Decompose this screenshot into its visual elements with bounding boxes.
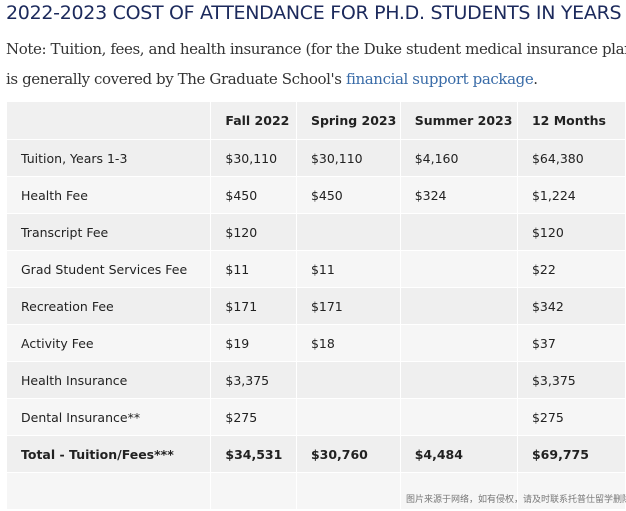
table-cell: $30,110 [210, 139, 297, 177]
table-cell: $64,380 [516, 139, 626, 177]
table-cell: $30,760 [295, 435, 401, 473]
table-cell: $275 [516, 398, 626, 436]
table-cell: $11 [210, 250, 297, 288]
table-cell: $4,160 [399, 139, 518, 177]
row-label: Grad Student Services Fee [5, 250, 212, 288]
cost-table: Fall 2022 Spring 2023 Summer 2023 12 Months… [5, 101, 626, 510]
table-cell: $275 [210, 398, 297, 436]
table-row: Health Fee $450 $450 $324 $1,224 [5, 176, 626, 214]
table-row: Total - Tuition/Fees*** $34,531 $30,760 $4,… [5, 435, 626, 473]
table-cell: $120 [516, 213, 626, 251]
column-header: Fall 2022 [210, 101, 297, 140]
column-header: Spring 2023 [295, 101, 401, 140]
table-cell: $22 [516, 250, 626, 288]
table-cell: $11 [295, 250, 401, 288]
table-cell: $19 [210, 324, 297, 362]
table-cell [399, 472, 518, 510]
table-cell: $171 [210, 287, 297, 325]
table-cell: $3,375 [516, 361, 626, 399]
row-label: Health Insurance [5, 361, 212, 399]
table-row: Health Insurance $3,375 $3,375 [5, 361, 626, 399]
table-row: Grad Student Services Fee $11 $11 $22 [5, 250, 626, 288]
table-cell: $342 [516, 287, 626, 325]
column-header [5, 101, 212, 140]
table-cell [295, 213, 401, 251]
table-cell [210, 472, 297, 510]
financial-support-link[interactable]: financial support package [345, 70, 534, 88]
page-title: 2022-2023 COST OF ATTENDANCE FOR PH.D. S… [6, 2, 626, 24]
table-row: Activity Fee $19 $18 $37 [5, 324, 626, 362]
table-row: Recreation Fee $171 $171 $342 [5, 287, 626, 325]
row-label: Health Fee [5, 176, 212, 214]
row-label: Recreation Fee [5, 287, 212, 325]
table-cell: $18 [295, 324, 401, 362]
table-row: Tuition, Years 1-3 $30,110 $30,110 $4,160 $6… [5, 139, 626, 177]
table-cell [516, 472, 626, 510]
table-cell: $30,110 [295, 139, 401, 177]
note-paragraph: Note: Tuition, fees, and health insuranc… [6, 34, 626, 94]
table-cell [295, 398, 401, 436]
column-header: Summer 2023 [399, 101, 518, 140]
table-cell [295, 361, 401, 399]
row-label: Tuition, Years 1-3 [5, 139, 212, 177]
table-cell [399, 324, 518, 362]
table-cell: $3,375 [210, 361, 297, 399]
table-cell [399, 213, 518, 251]
table-header-row: Fall 2022 Spring 2023 Summer 2023 12 Months [5, 101, 626, 140]
table-cell: $34,531 [210, 435, 297, 473]
row-label [5, 472, 212, 510]
table-cell: $450 [295, 176, 401, 214]
column-header: 12 Months [516, 101, 626, 140]
row-label: Activity Fee [5, 324, 212, 362]
table-cell: $4,484 [399, 435, 518, 473]
table-cell [399, 287, 518, 325]
table-cell: $37 [516, 324, 626, 362]
table-cell: $120 [210, 213, 297, 251]
note-end: . [533, 70, 538, 88]
watermark: 图片来源于网络，如有侵权，请及时联系托普仕留学删除 [406, 495, 626, 505]
row-label: Total - Tuition/Fees*** [5, 435, 212, 473]
table-cell [399, 361, 518, 399]
row-label: Dental Insurance** [5, 398, 212, 436]
row-label: Transcript Fee [5, 213, 212, 251]
table-row: Transcript Fee $120 $120 [5, 213, 626, 251]
table-cell: $324 [399, 176, 518, 214]
table-cell [399, 398, 518, 436]
table-cell [399, 250, 518, 288]
table-cell: $450 [210, 176, 297, 214]
table-cell: $69,775 [516, 435, 626, 473]
table-cell [295, 472, 401, 510]
table-row: Dental Insurance** $275 $275 [5, 398, 626, 436]
table-row [5, 472, 626, 510]
table-cell: $171 [295, 287, 401, 325]
note-text: Note: Tuition, fees, and health insuranc… [6, 40, 626, 88]
table-cell: $1,224 [516, 176, 626, 214]
